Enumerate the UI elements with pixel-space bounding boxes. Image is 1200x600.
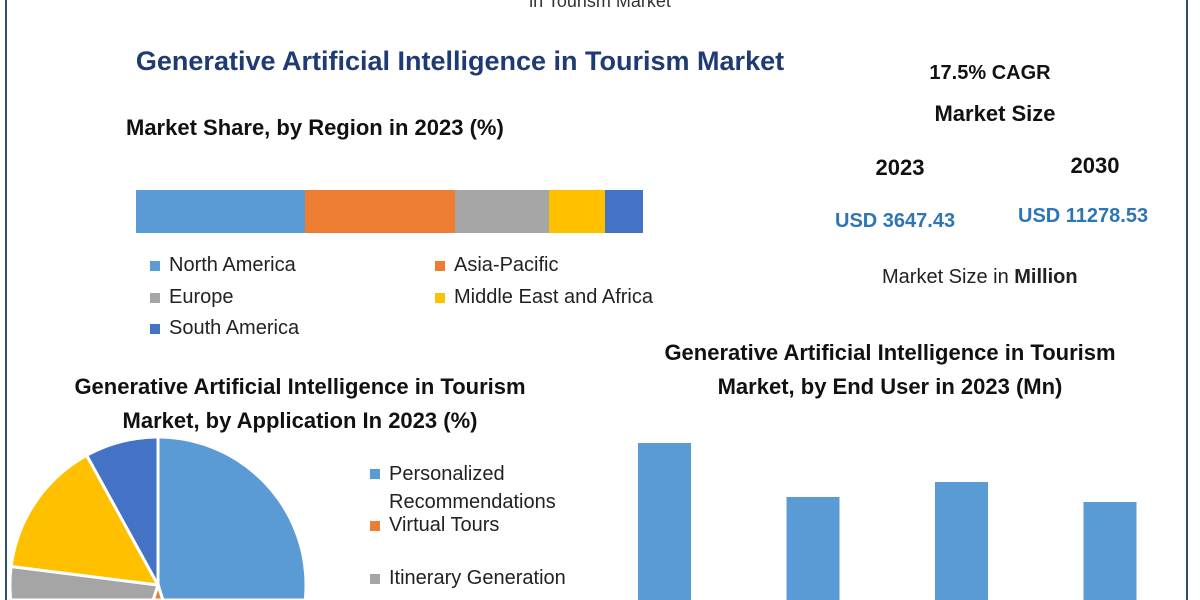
segment-asia-pacific: [304, 190, 455, 233]
value-2023: USD 3647.43: [835, 210, 956, 232]
legend-personalized: Personalized Recommendations: [370, 460, 590, 516]
end-user-bar-2: [786, 497, 840, 600]
legend-label: Virtual Tours: [389, 514, 500, 536]
application-pie: [8, 435, 308, 600]
end-user-bar-chart: [638, 443, 1137, 600]
legend-label: Europe: [169, 286, 234, 308]
cut-off-title: in Tourism Market: [529, 0, 671, 11]
legend-swatch: [370, 573, 380, 584]
legend-swatch: [370, 469, 380, 479]
segment-middle-east-and-africa: [548, 190, 606, 233]
unit-note: Market Size in Million: [882, 266, 1078, 289]
legend-swatch: [150, 292, 160, 303]
frame-border: [5, 0, 1188, 600]
legend-asia-pacific: Asia-Pacific: [435, 254, 558, 277]
segment-north-america: [136, 190, 305, 233]
pie-slice-4: [9, 453, 161, 587]
legend-itinerary: Itinerary Generation: [370, 567, 566, 590]
legend-label: South America: [169, 317, 300, 339]
segment-europe: [454, 190, 549, 233]
legend-swatch: [435, 260, 445, 271]
pie-slice-5: [84, 435, 160, 586]
page-title: Generative Artificial Intelligence in To…: [135, 46, 785, 76]
pie-slice-1: [156, 435, 308, 600]
year-2030: 2030: [1070, 153, 1120, 178]
region-stacked-bar: [136, 190, 643, 233]
legend-swatch: [150, 323, 160, 334]
end-user-bar-4: [1083, 502, 1137, 600]
market-size-label: Market Size: [934, 101, 1056, 126]
segment-south-america: [605, 190, 643, 233]
end-user-bar-1: [638, 443, 691, 600]
legend-label: Asia-Pacific: [454, 254, 559, 276]
unit-prefix: Market Size in: [882, 266, 1015, 288]
cagr: 17.5% CAGR: [929, 62, 1051, 84]
year-2023: 2023: [875, 155, 925, 180]
region-chart-title: Market Share, by Region in 2023 (%): [126, 115, 504, 140]
legend-label: Itinerary Generation: [389, 567, 566, 589]
value-2030: USD 11278.53: [1018, 205, 1149, 227]
legend-north-america: North America: [150, 254, 296, 277]
end-user-bar-3: [935, 482, 988, 600]
legend-swatch: [370, 520, 380, 531]
end-user-chart-title: Generative Artificial Intelligence in To…: [664, 340, 1116, 399]
legend-label: Personalized Recommendations: [389, 463, 556, 513]
legend-europe: Europe: [150, 286, 234, 309]
legend-swatch: [435, 292, 445, 303]
legend-mea: Middle East and Africa: [435, 286, 653, 309]
legend-label: Middle East and Africa: [454, 286, 653, 308]
legend-swatch: [150, 260, 160, 271]
unit-bold: Million: [1014, 266, 1078, 288]
legend-south-america: South America: [150, 317, 299, 340]
legend-label: North America: [169, 254, 296, 276]
application-chart-title: Generative Artificial Intelligence in To…: [74, 374, 526, 433]
legend-virtual-tours: Virtual Tours: [370, 514, 499, 537]
